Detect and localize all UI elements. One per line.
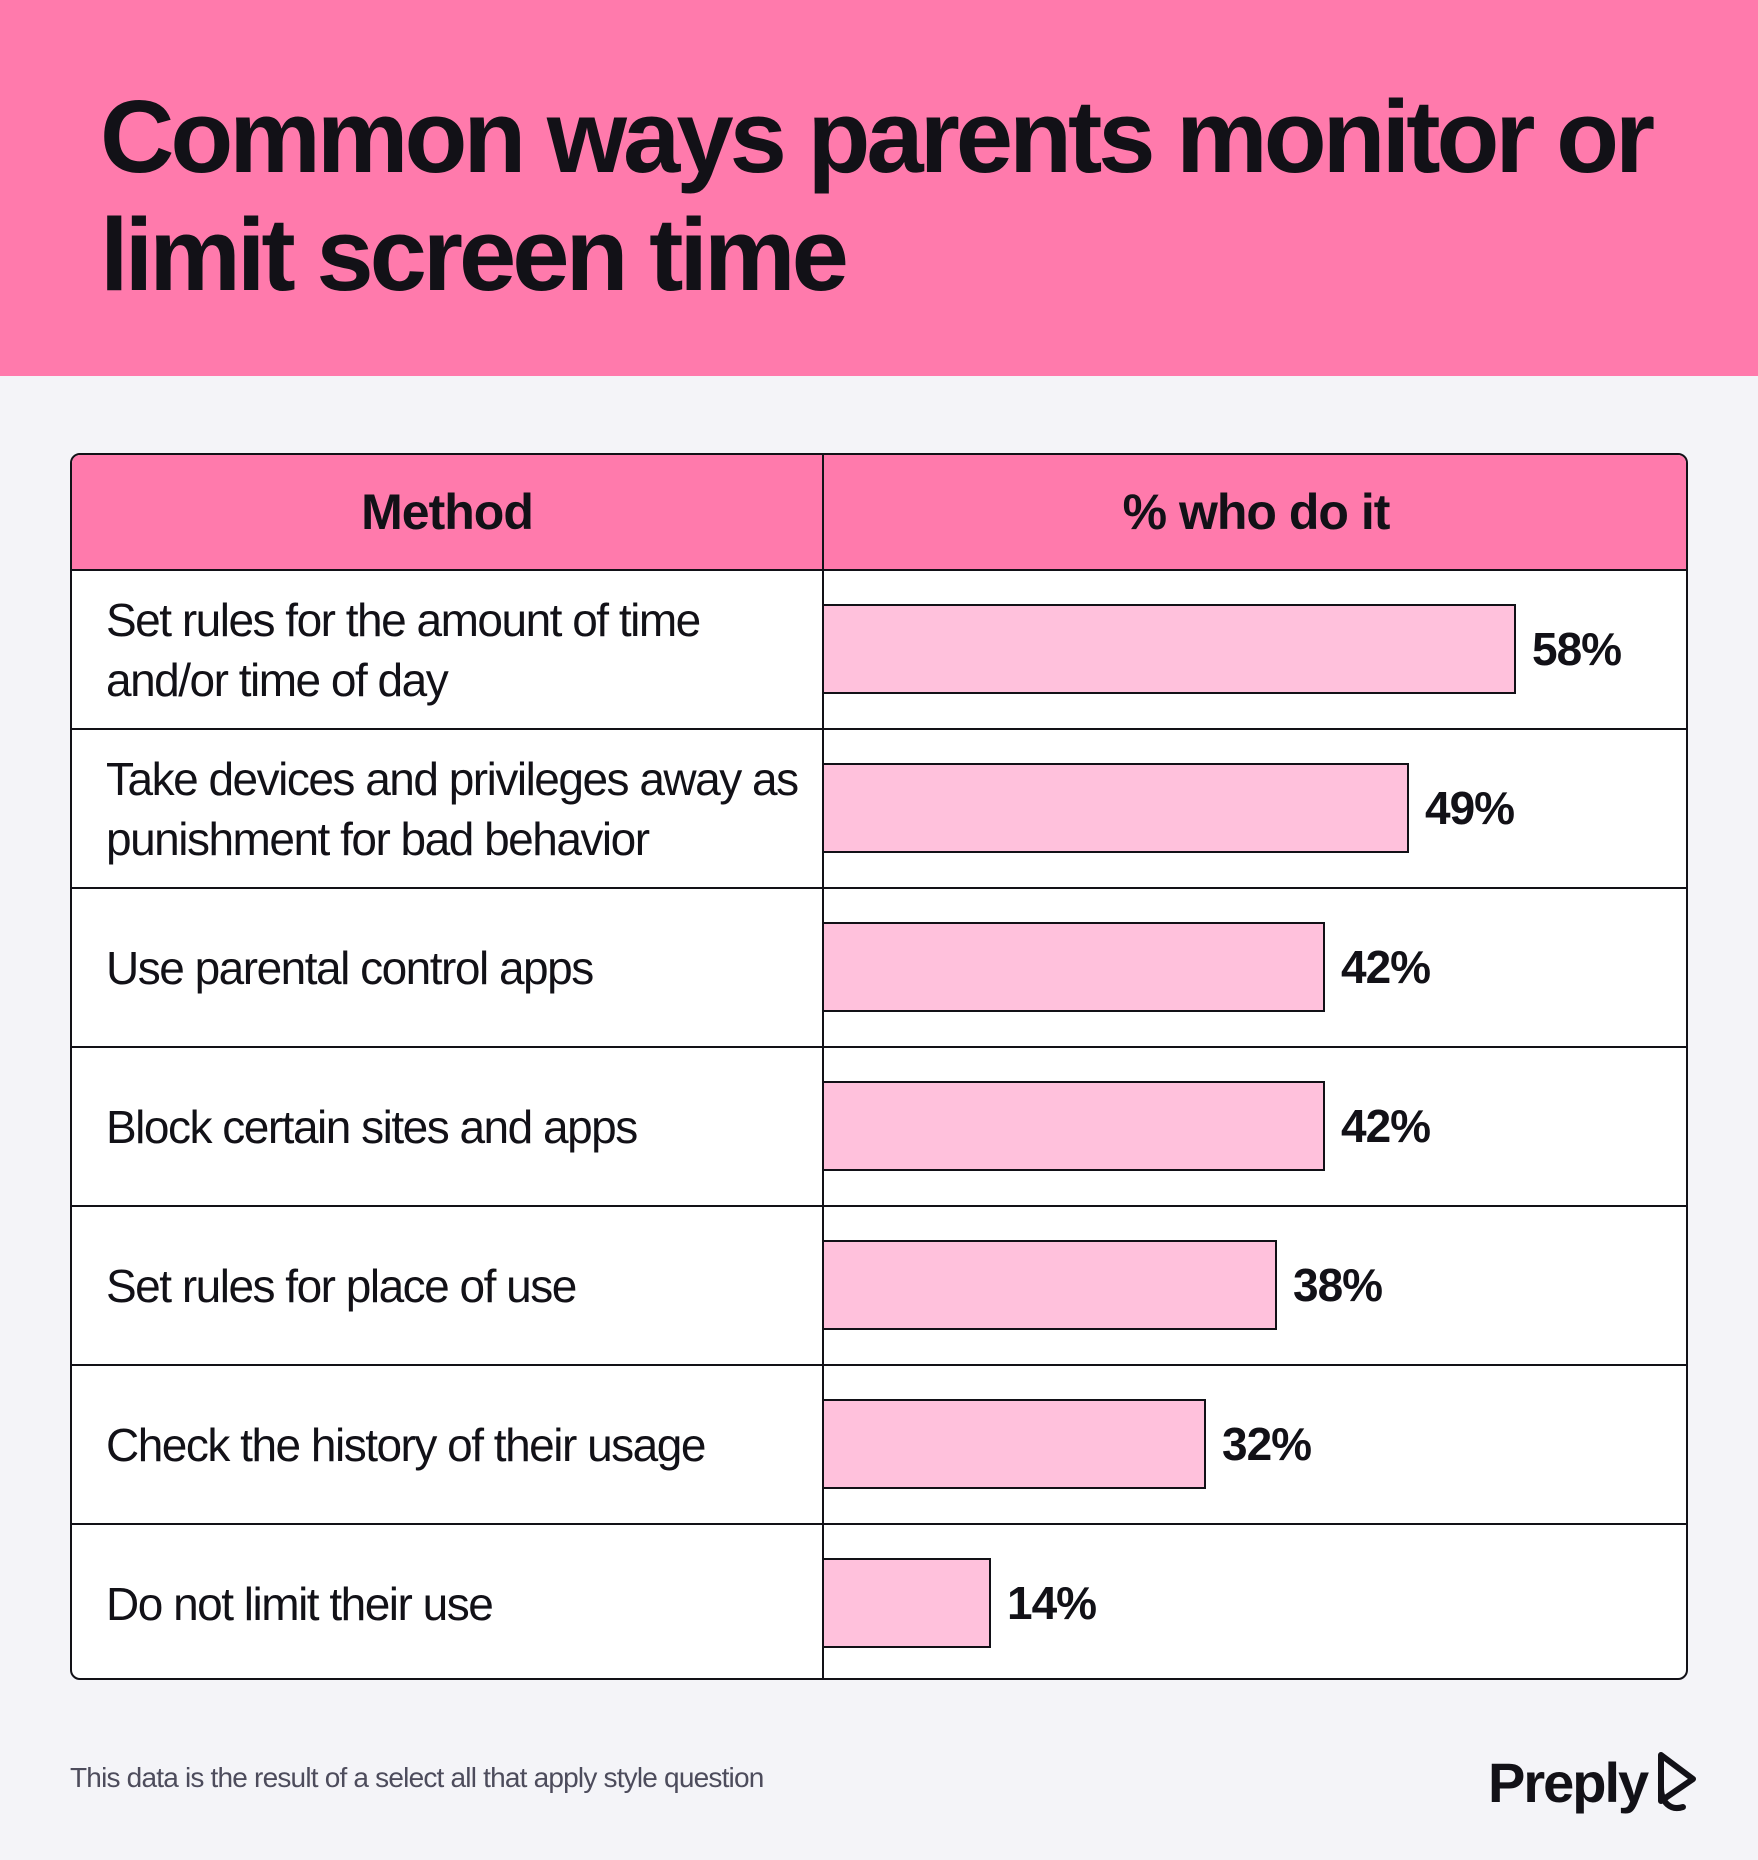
method-label: Set rules for place of use (106, 1259, 577, 1312)
bar (824, 1240, 1277, 1330)
method-label: Do not limit their use (106, 1577, 494, 1630)
value-label: 14% (1007, 1577, 1097, 1629)
value-label: 38% (1293, 1259, 1383, 1311)
bar (824, 1558, 991, 1648)
method-label: Check the history of their usage (106, 1418, 706, 1471)
brand-name: Preply (1488, 1751, 1649, 1814)
table-row: Do not limit their use 14% (72, 1525, 1686, 1678)
bar (824, 1399, 1206, 1489)
page-title: Common ways parents monitor or limit scr… (100, 79, 1655, 312)
header-method: Method (361, 484, 534, 540)
table-row: Set rules for the amount of time and/or … (72, 571, 1686, 730)
table-row: Check the history of their usage 32% (72, 1366, 1686, 1525)
table-row: Set rules for place of use 38% (72, 1207, 1686, 1366)
table-row: Use parental control apps 42% (72, 889, 1686, 1048)
bar (824, 922, 1325, 1012)
table-row: Take devices and privileges away as puni… (72, 730, 1686, 889)
header-percent: % who do it (1122, 484, 1391, 540)
value-label: 32% (1222, 1418, 1312, 1470)
bar (824, 1081, 1325, 1171)
bar (824, 763, 1409, 853)
method-label: Set rules for the amount of time and/or … (106, 593, 701, 706)
table-row: Block certain sites and apps 42% (72, 1048, 1686, 1207)
brand-logo: Preply (1488, 1748, 1699, 1818)
preply-logo-icon (1658, 1752, 1697, 1811)
table-header: Method % who do it (72, 455, 1686, 571)
value-label: 42% (1341, 941, 1431, 993)
column-divider (822, 455, 824, 1678)
method-label: Use parental control apps (106, 941, 594, 994)
method-label: Block certain sites and apps (106, 1100, 638, 1153)
value-label: 49% (1425, 782, 1515, 834)
header-banner: Common ways parents monitor or limit scr… (0, 0, 1758, 376)
bar (824, 604, 1516, 694)
value-label: 42% (1341, 1100, 1431, 1152)
method-label: Take devices and privileges away as puni… (106, 752, 799, 865)
footnote: This data is the result of a select all … (70, 1762, 764, 1793)
data-table: Method % who do it Set rules for the amo… (70, 453, 1688, 1680)
value-label: 58% (1532, 623, 1622, 675)
